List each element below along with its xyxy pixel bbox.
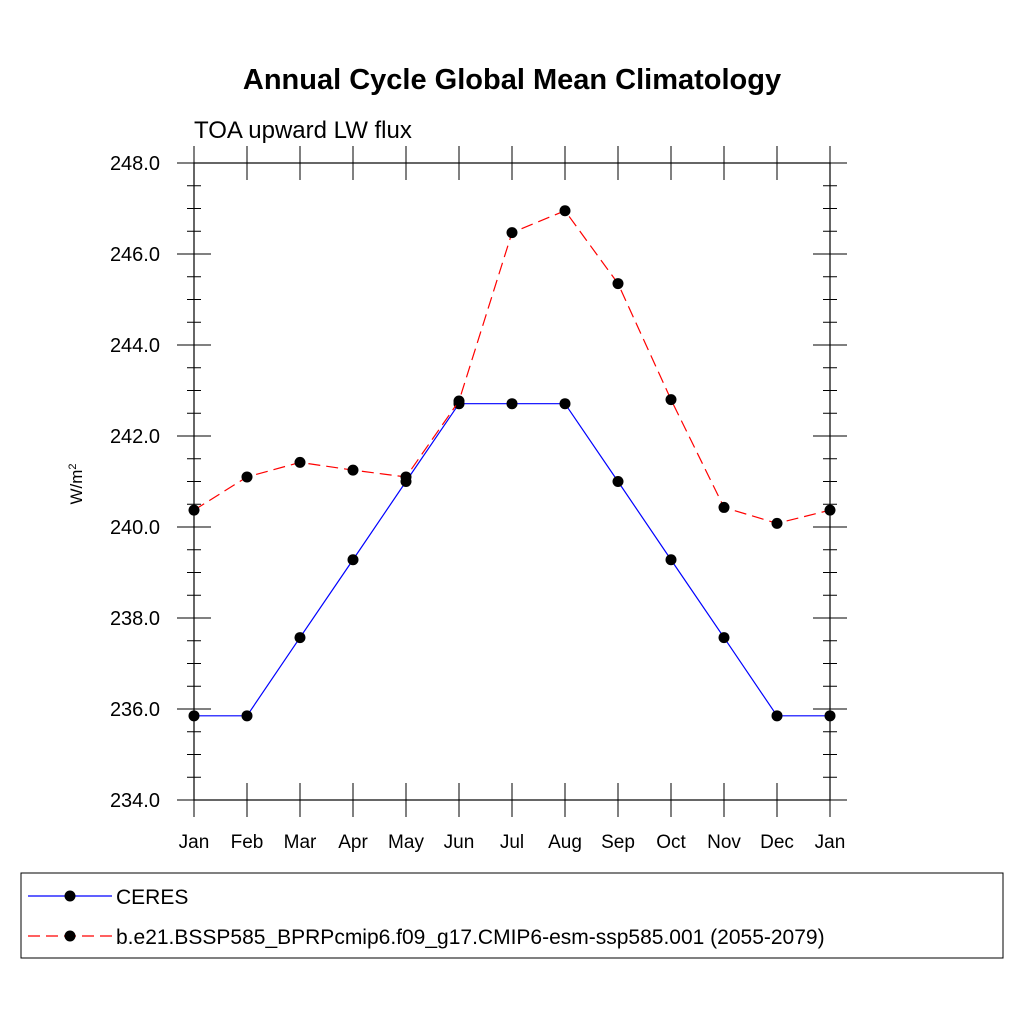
- series-line-1: [194, 403, 830, 717]
- x-tick-label: Jan: [815, 832, 846, 853]
- series-1-point: [771, 710, 783, 722]
- x-tick-label: Jan: [179, 832, 210, 853]
- series-2-point: [453, 395, 465, 407]
- plot-frame: [193, 162, 831, 801]
- series-2-point: [718, 501, 730, 513]
- x-tick-label: Sep: [601, 832, 635, 853]
- y-tick-label: 244.0: [110, 335, 160, 357]
- legend-marker-2: [64, 930, 76, 942]
- y-tick-label: 238.0: [110, 608, 160, 630]
- series-2-point: [559, 205, 571, 217]
- y-axis-label-main: W/m: [67, 470, 86, 505]
- x-tick-label: Jun: [444, 832, 475, 853]
- y-tick-label: 248.0: [110, 153, 160, 175]
- series-1-point: [718, 632, 730, 644]
- series-2-point: [400, 471, 412, 483]
- legend: CERES b.e21.BSSP585_BPRPcmip6.f09_g17.CMI…: [20, 872, 1004, 959]
- x-tick-label: Feb: [231, 832, 264, 853]
- x-tick-label: Apr: [338, 832, 368, 853]
- y-tick-label: 246.0: [110, 244, 160, 266]
- series-1-point: [294, 632, 306, 644]
- y-tick-label: 240.0: [110, 517, 160, 539]
- x-tick-label: May: [388, 832, 424, 853]
- series-1-point: [665, 554, 677, 566]
- chart-title: Annual Cycle Global Mean Climatology: [243, 64, 781, 96]
- series-2-point: [665, 394, 677, 406]
- x-tick-label: Dec: [760, 832, 794, 853]
- series-2-point: [771, 517, 783, 529]
- series-2-point: [612, 278, 624, 290]
- y-axis-label-superscript: 2: [67, 463, 79, 469]
- plot-area: 234.0 236.0 238.0 240.0 242.0 244.0 246.0 248.0…: [110, 146, 847, 853]
- x-tick-label: Oct: [656, 832, 686, 853]
- series-2-point: [347, 464, 359, 476]
- y-tick-label: 234.0: [110, 790, 160, 812]
- legend-label-1: CERES: [116, 886, 188, 909]
- series-2-point: [294, 456, 306, 468]
- legend-marker-1: [64, 890, 76, 902]
- x-tick-label: Jul: [500, 832, 524, 853]
- series-2-point: [241, 471, 253, 483]
- x-tick-label: Aug: [548, 832, 582, 853]
- series-1-point: [612, 476, 624, 487]
- legend-label-2: b.e21.BSSP585_BPRPcmip6.f09_g17.CMIP6-es…: [116, 926, 825, 949]
- x-tick-label: Mar: [284, 832, 317, 853]
- chart-subtitle: TOA upward LW flux: [194, 117, 412, 144]
- series-line-2: [193, 210, 831, 524]
- y-axis-label: W/m2: [67, 463, 86, 504]
- series-1-point: [241, 710, 253, 722]
- series-2-point: [506, 227, 518, 239]
- y-tick-label: 236.0: [110, 699, 160, 721]
- x-tick-label: Nov: [707, 832, 741, 853]
- series-1-point: [347, 554, 359, 566]
- legend-box: [20, 872, 1004, 959]
- series-1-point: [506, 398, 518, 410]
- series-1-point: [559, 398, 571, 410]
- y-tick-label: 242.0: [110, 426, 160, 448]
